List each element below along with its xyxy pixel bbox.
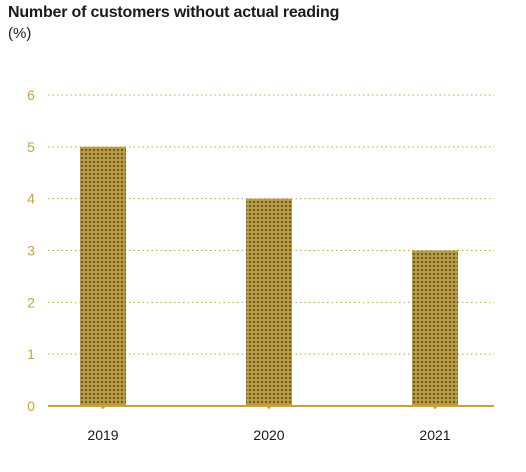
y-tick-label-0: 0 — [27, 398, 35, 414]
x-tick-label-2020: 2020 — [253, 427, 284, 443]
y-tick-label-6: 6 — [27, 87, 35, 103]
y-tick-label-3: 3 — [27, 243, 35, 259]
x-tick-mark-2021 — [433, 405, 437, 409]
bar-2019 — [80, 146, 126, 407]
chart-subtitle: (%) — [8, 25, 32, 42]
y-tick-label-2: 2 — [27, 294, 35, 310]
x-tick-mark-2019 — [101, 405, 105, 409]
y-tick-label-1: 1 — [27, 346, 35, 362]
bar-2020 — [246, 198, 292, 406]
x-tick-label-2019: 2019 — [87, 427, 118, 443]
x-tick-label-2021: 2021 — [419, 427, 450, 443]
bar-2021 — [412, 250, 458, 406]
y-tick-label-4: 4 — [27, 191, 35, 207]
y-tick-label-5: 5 — [27, 139, 35, 155]
chart-title: Number of customers without actual readi… — [8, 4, 340, 21]
x-tick-mark-2020 — [267, 405, 271, 409]
